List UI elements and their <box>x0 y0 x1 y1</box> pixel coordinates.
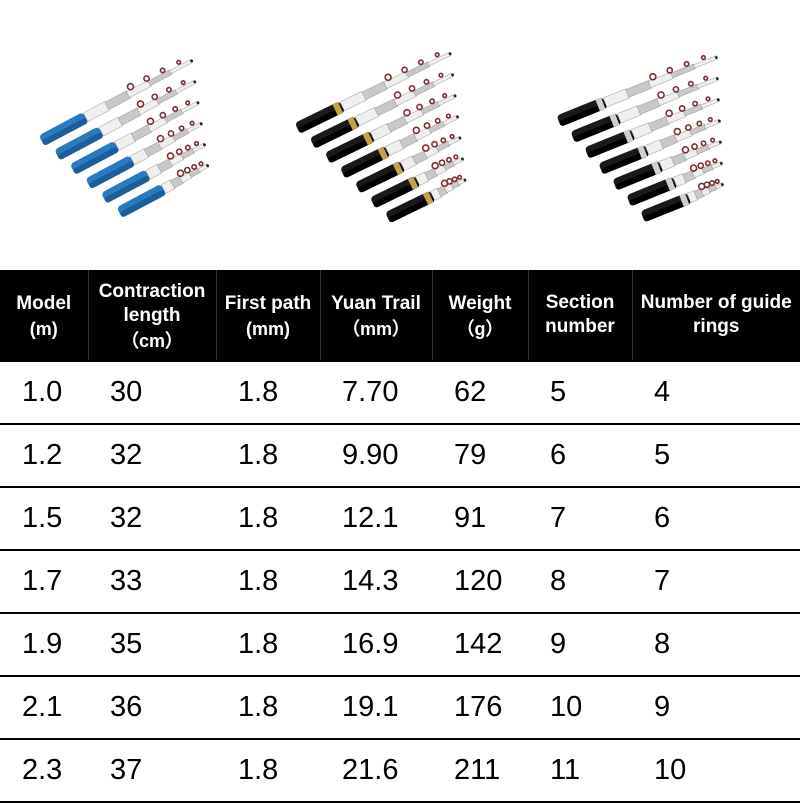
table-cell: 1.0 <box>0 361 88 424</box>
table-cell: 6 <box>632 487 800 550</box>
col-yuan-trail: Yuan Trail（mm） <box>320 270 432 361</box>
table-row: 1.0301.87.706254 <box>0 361 800 424</box>
product-image-row <box>0 0 800 270</box>
table-cell: 120 <box>432 550 528 613</box>
table-cell: 14.3 <box>320 550 432 613</box>
col-section: Section number <box>528 270 632 361</box>
table-row: 1.2321.89.907965 <box>0 424 800 487</box>
col-first-path: First path(mm) <box>216 270 320 361</box>
col-model: Model(m) <box>0 270 88 361</box>
table-cell: 1.8 <box>216 550 320 613</box>
table-cell: 9 <box>632 676 800 739</box>
table-cell: 4 <box>632 361 800 424</box>
rods-black-silver-svg <box>540 15 780 255</box>
table-cell: 142 <box>432 613 528 676</box>
spec-table-body: 1.0301.87.7062541.2321.89.9079651.5321.8… <box>0 361 800 802</box>
table-row: 1.5321.812.19176 <box>0 487 800 550</box>
table-cell: 62 <box>432 361 528 424</box>
rod-group-black-gold <box>280 15 520 255</box>
table-cell: 1.8 <box>216 361 320 424</box>
table-cell: 11 <box>528 739 632 802</box>
table-cell: 36 <box>88 676 216 739</box>
table-cell: 2.3 <box>0 739 88 802</box>
table-cell: 10 <box>528 676 632 739</box>
table-cell: 7 <box>632 550 800 613</box>
table-cell: 7 <box>528 487 632 550</box>
table-cell: 1.8 <box>216 613 320 676</box>
table-cell: 79 <box>432 424 528 487</box>
table-cell: 30 <box>88 361 216 424</box>
table-cell: 1.7 <box>0 550 88 613</box>
spec-table-header: Model(m) Contraction length（cm） First pa… <box>0 270 800 361</box>
table-cell: 1.8 <box>216 676 320 739</box>
table-cell: 9 <box>528 613 632 676</box>
table-cell: 10 <box>632 739 800 802</box>
spec-table: Model(m) Contraction length（cm） First pa… <box>0 270 800 803</box>
table-cell: 5 <box>632 424 800 487</box>
table-cell: 1.8 <box>216 487 320 550</box>
table-cell: 33 <box>88 550 216 613</box>
table-cell: 7.70 <box>320 361 432 424</box>
table-cell: 35 <box>88 613 216 676</box>
table-row: 2.1361.819.1176109 <box>0 676 800 739</box>
rod-group-black-silver <box>540 15 780 255</box>
rods-blue-svg <box>20 15 260 255</box>
table-row: 2.3371.821.62111110 <box>0 739 800 802</box>
col-contraction: Contraction length（cm） <box>88 270 216 361</box>
table-cell: 32 <box>88 424 216 487</box>
table-cell: 5 <box>528 361 632 424</box>
table-cell: 16.9 <box>320 613 432 676</box>
table-cell: 8 <box>632 613 800 676</box>
table-cell: 21.6 <box>320 739 432 802</box>
table-cell: 9.90 <box>320 424 432 487</box>
table-cell: 1.8 <box>216 739 320 802</box>
table-cell: 1.9 <box>0 613 88 676</box>
table-cell: 6 <box>528 424 632 487</box>
table-cell: 2.1 <box>0 676 88 739</box>
table-cell: 1.5 <box>0 487 88 550</box>
table-cell: 91 <box>432 487 528 550</box>
table-cell: 32 <box>88 487 216 550</box>
rods-black-gold-svg <box>280 15 520 255</box>
table-cell: 211 <box>432 739 528 802</box>
table-cell: 19.1 <box>320 676 432 739</box>
col-guide-rings: Number of guide rings <box>632 270 800 361</box>
col-weight: Weight（g） <box>432 270 528 361</box>
table-row: 1.7331.814.312087 <box>0 550 800 613</box>
table-cell: 37 <box>88 739 216 802</box>
table-row: 1.9351.816.914298 <box>0 613 800 676</box>
table-cell: 1.8 <box>216 424 320 487</box>
rod-group-blue <box>20 15 260 255</box>
table-cell: 1.2 <box>0 424 88 487</box>
table-cell: 12.1 <box>320 487 432 550</box>
table-cell: 8 <box>528 550 632 613</box>
table-cell: 176 <box>432 676 528 739</box>
